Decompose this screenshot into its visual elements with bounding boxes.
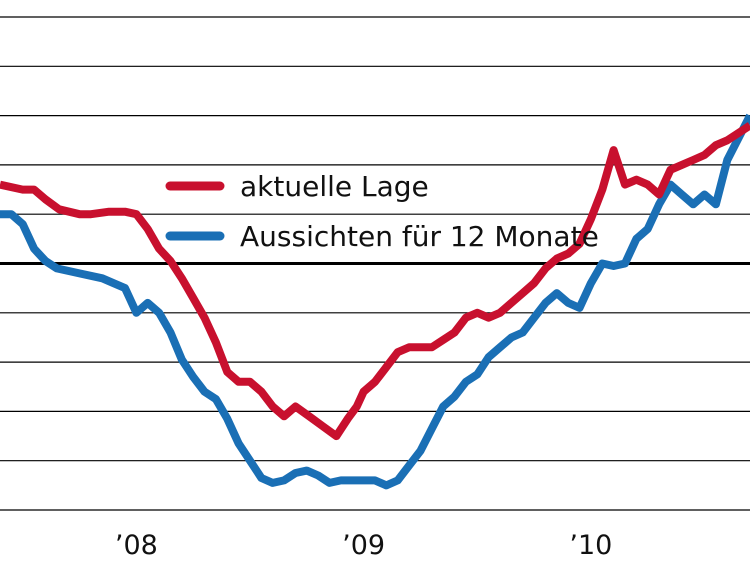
x-tick-label: ’09: [342, 530, 385, 561]
x-tick-label: ’10: [569, 530, 612, 561]
legend-item-aussichten: Aussichten für 12 Monate: [165, 220, 599, 253]
series-lines: [0, 113, 750, 490]
legend-item-aktuelle_lage: aktuelle Lage: [165, 170, 429, 203]
legend-label: aktuelle Lage: [240, 170, 429, 203]
grid-lines: [0, 16, 750, 511]
x-axis-tick-labels: ’08 ’09 ’10: [115, 530, 612, 561]
x-tick-label: ’08: [115, 530, 158, 561]
legend-label: Aussichten für 12 Monate: [240, 220, 599, 253]
series-line-aussichten: [0, 113, 750, 490]
legend: aktuelle Lage Aussichten für 12 Monate: [165, 170, 599, 253]
series-line-aktuelle_lage: [0, 122, 750, 441]
